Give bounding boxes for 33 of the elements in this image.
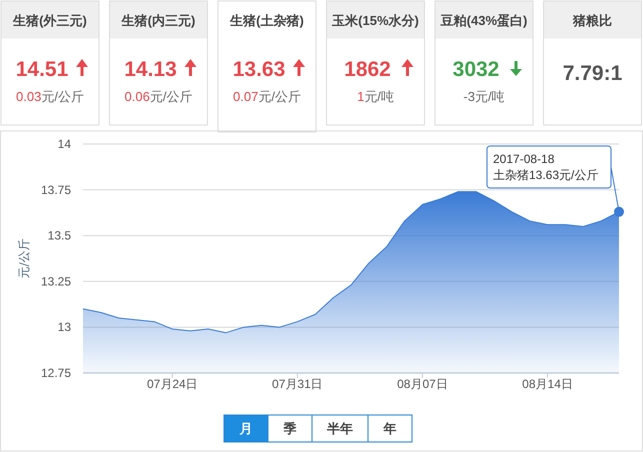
text: 7.79:1 <box>562 62 623 85</box>
category-label: 季 <box>282 421 296 436</box>
text: 0.03元/公斤 <box>16 89 84 104</box>
text: -3元/吨 <box>463 89 505 104</box>
category-label: 玉米(15%水分) <box>331 13 419 28</box>
category-label: 生猪(内三元) <box>120 13 196 28</box>
text: 1862 <box>344 58 391 81</box>
text: 3032 <box>452 58 500 81</box>
y-tick-label: 12.75 <box>40 366 72 380</box>
category-label: 生猪(外三元) <box>12 13 87 28</box>
x-tick-label: 07月24日 <box>146 377 198 391</box>
y-axis-title: 元/公斤 <box>17 238 31 279</box>
y-tick-label: 13.5 <box>48 228 72 243</box>
y-tick-label: 13.75 <box>40 182 72 197</box>
category-label: 生猪(土杂猪) <box>229 13 304 28</box>
category-label: 月 <box>238 421 252 436</box>
y-tick-label: 14 <box>58 137 72 151</box>
x-tick-label: 08月14日 <box>522 377 573 391</box>
category-label: 半年 <box>326 421 353 436</box>
text: 0.07元/公斤 <box>233 89 301 104</box>
category-label: 豆粕(43%蛋白) <box>440 13 528 28</box>
text: 14.51 <box>16 58 69 81</box>
text: 14.13 <box>124 58 177 81</box>
y-tick-label: 13 <box>58 320 72 334</box>
x-tick-label: 08月07日 <box>397 377 448 391</box>
text: 1元/吨 <box>357 89 394 104</box>
category-label: 年 <box>382 421 396 436</box>
text: 0.06元/公斤 <box>124 89 192 104</box>
x-tick-label: 07月31日 <box>272 377 323 391</box>
text: 13.63 <box>232 58 286 81</box>
y-tick-label: 13.25 <box>40 274 72 288</box>
annotation: 2017-08-18 土杂猪13.63元/公斤 <box>493 152 598 182</box>
category-label: 猪粮比 <box>572 13 612 28</box>
